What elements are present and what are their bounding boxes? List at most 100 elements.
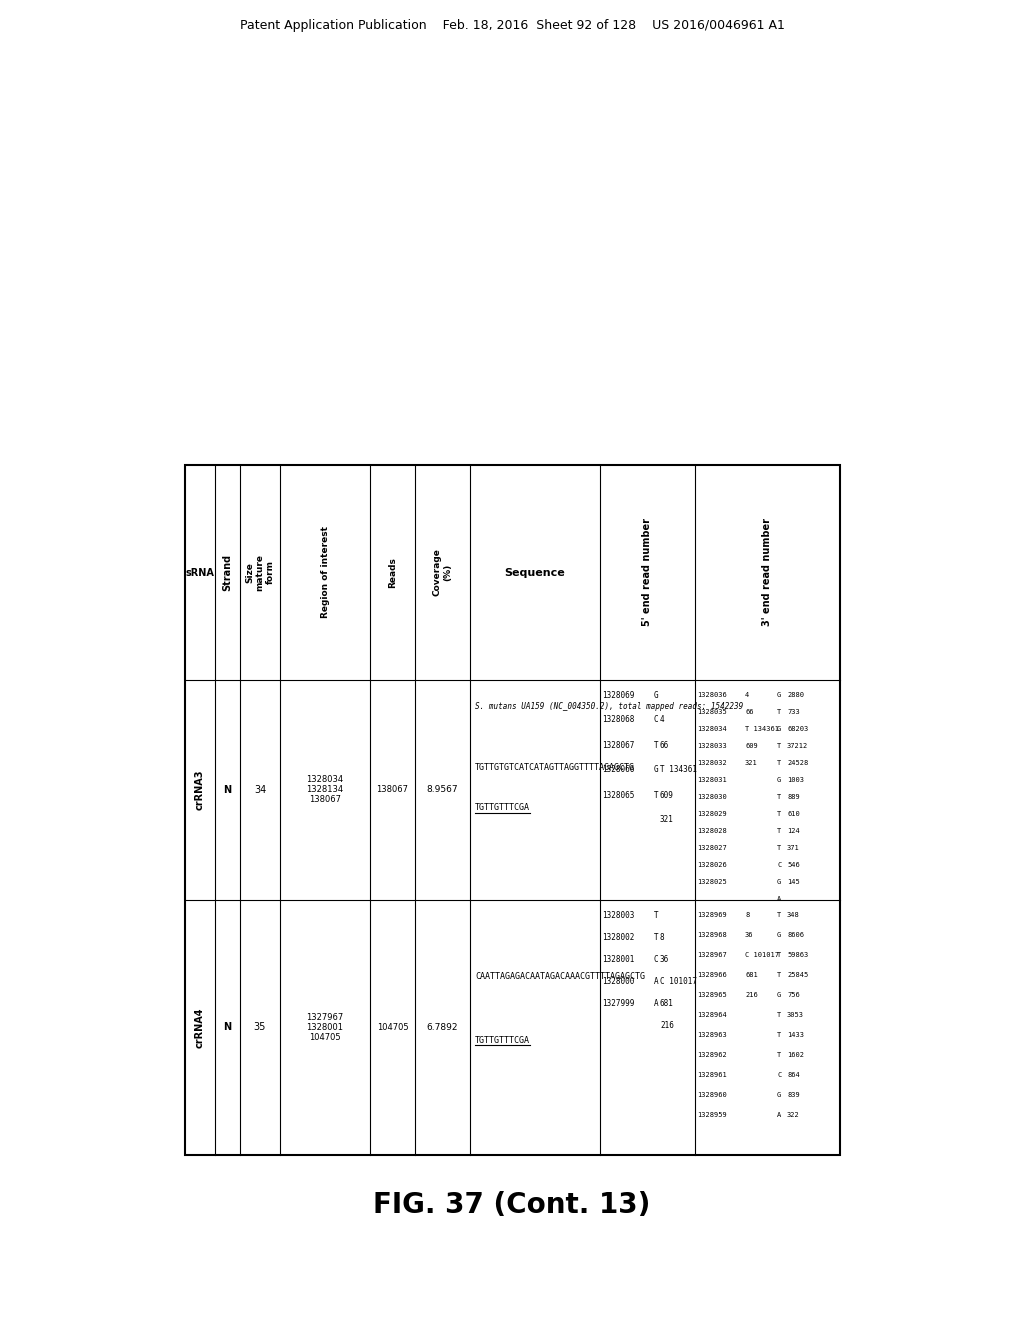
Text: C: C [654, 954, 658, 964]
Text: 4: 4 [745, 692, 750, 698]
Text: 1328001: 1328001 [602, 954, 635, 964]
Text: 66: 66 [660, 741, 670, 750]
Text: C: C [777, 1072, 781, 1078]
Text: T: T [777, 1032, 781, 1038]
Text: 733: 733 [787, 709, 800, 715]
Text: 609: 609 [660, 791, 674, 800]
Text: 1328003: 1328003 [602, 911, 635, 920]
Text: T 134361: T 134361 [745, 726, 779, 733]
Text: C: C [654, 715, 658, 725]
Text: T: T [777, 795, 781, 800]
Text: T: T [654, 741, 658, 750]
Text: G: G [777, 993, 781, 998]
Text: 1328959: 1328959 [697, 1111, 727, 1118]
Text: 36: 36 [660, 954, 670, 964]
Text: 1328969: 1328969 [697, 912, 727, 917]
Text: crRNA3: crRNA3 [195, 770, 205, 810]
Text: 2880: 2880 [787, 692, 804, 698]
Text: T: T [777, 828, 781, 834]
Text: 321: 321 [745, 760, 758, 766]
Text: 609: 609 [745, 743, 758, 748]
Text: 3053: 3053 [787, 1012, 804, 1018]
Text: 610: 610 [787, 810, 800, 817]
Text: TGTTGTGTCATCATAGTTAGGTTTTAGAGCTG: TGTTGTGTCATCATAGTTAGGTTTTAGAGCTG [475, 763, 635, 772]
Text: 1328065: 1328065 [602, 791, 635, 800]
Text: 1328034: 1328034 [306, 776, 344, 784]
Text: 35: 35 [254, 1023, 266, 1032]
Text: 1328960: 1328960 [697, 1092, 727, 1098]
Text: N: N [223, 1023, 231, 1032]
Text: T: T [777, 810, 781, 817]
Text: FIG. 37 (Cont. 13): FIG. 37 (Cont. 13) [374, 1191, 650, 1218]
Text: G: G [654, 690, 658, 700]
Text: A: A [777, 1111, 781, 1118]
Text: S. mutans UA159 (NC_004350.2), total mapped reads: 1542239: S. mutans UA159 (NC_004350.2), total map… [475, 702, 743, 711]
Text: C: C [777, 862, 781, 869]
Text: C 101017: C 101017 [745, 952, 779, 958]
Text: 37212: 37212 [787, 743, 808, 748]
Text: Coverage
(%): Coverage (%) [433, 549, 453, 597]
Text: T: T [777, 1052, 781, 1059]
Text: 1328027: 1328027 [697, 845, 727, 851]
Text: A: A [777, 896, 781, 902]
Text: 864: 864 [787, 1072, 800, 1078]
Text: 1328035: 1328035 [697, 709, 727, 715]
Text: 8: 8 [660, 932, 665, 941]
Text: 681: 681 [745, 972, 758, 978]
Text: T: T [654, 932, 658, 941]
Text: T: T [777, 760, 781, 766]
Text: 1328032: 1328032 [697, 760, 727, 766]
Text: 138067: 138067 [377, 785, 409, 795]
Text: Patent Application Publication    Feb. 18, 2016  Sheet 92 of 128    US 2016/0046: Patent Application Publication Feb. 18, … [240, 18, 784, 32]
Text: 1433: 1433 [787, 1032, 804, 1038]
Text: 1328069: 1328069 [602, 690, 635, 700]
Text: 6.7892: 6.7892 [427, 1023, 459, 1032]
Text: 59863: 59863 [787, 952, 808, 958]
Text: 1328030: 1328030 [697, 795, 727, 800]
Text: 1328034: 1328034 [697, 726, 727, 733]
Text: sRNA: sRNA [185, 568, 214, 578]
Text: 1602: 1602 [787, 1052, 804, 1059]
Text: 1328968: 1328968 [697, 932, 727, 939]
Text: 1328026: 1328026 [697, 862, 727, 869]
Text: T: T [777, 845, 781, 851]
Text: 216: 216 [745, 993, 758, 998]
Text: Reads: Reads [388, 557, 397, 587]
Text: CAATTAGAGACAATAGACAAACGTTTTAGAGCTG: CAATTAGAGACAATAGACAAACGTTTTAGAGCTG [475, 972, 645, 981]
Text: 124: 124 [787, 828, 800, 834]
Text: 1328966: 1328966 [697, 972, 727, 978]
Text: 1327967: 1327967 [306, 1012, 344, 1022]
Text: 4: 4 [660, 715, 665, 725]
Text: G: G [654, 766, 658, 775]
Text: TGTTGTTTCGA: TGTTGTTTCGA [475, 803, 530, 812]
Text: 66: 66 [745, 709, 754, 715]
Text: 1328025: 1328025 [697, 879, 727, 884]
Text: 68203: 68203 [787, 726, 808, 733]
Text: 5' end read number: 5' end read number [642, 519, 652, 627]
Text: T: T [654, 791, 658, 800]
Text: T: T [777, 709, 781, 715]
Text: 1328031: 1328031 [697, 777, 727, 783]
Text: crRNA4: crRNA4 [195, 1007, 205, 1048]
Text: 756: 756 [787, 993, 800, 998]
Text: 1328029: 1328029 [697, 810, 727, 817]
Text: G: G [777, 1092, 781, 1098]
Text: 24528: 24528 [787, 760, 808, 766]
Text: 1328066: 1328066 [602, 766, 635, 775]
Text: 216: 216 [660, 1020, 674, 1030]
Text: 1327999: 1327999 [602, 998, 635, 1007]
Text: 1328000: 1328000 [602, 977, 635, 986]
Text: 1328962: 1328962 [697, 1052, 727, 1059]
Text: 1328036: 1328036 [697, 692, 727, 698]
Text: G: G [777, 932, 781, 939]
Text: 104705: 104705 [377, 1023, 409, 1032]
Text: 25845: 25845 [787, 972, 808, 978]
Text: 3' end read number: 3' end read number [763, 519, 772, 627]
Text: 1003: 1003 [787, 777, 804, 783]
Text: C 101017: C 101017 [660, 977, 697, 986]
Text: G: G [777, 692, 781, 698]
Text: 321: 321 [660, 816, 674, 825]
Text: 104705: 104705 [309, 1034, 341, 1041]
Text: A: A [654, 998, 658, 1007]
Text: Sequence: Sequence [505, 568, 565, 578]
